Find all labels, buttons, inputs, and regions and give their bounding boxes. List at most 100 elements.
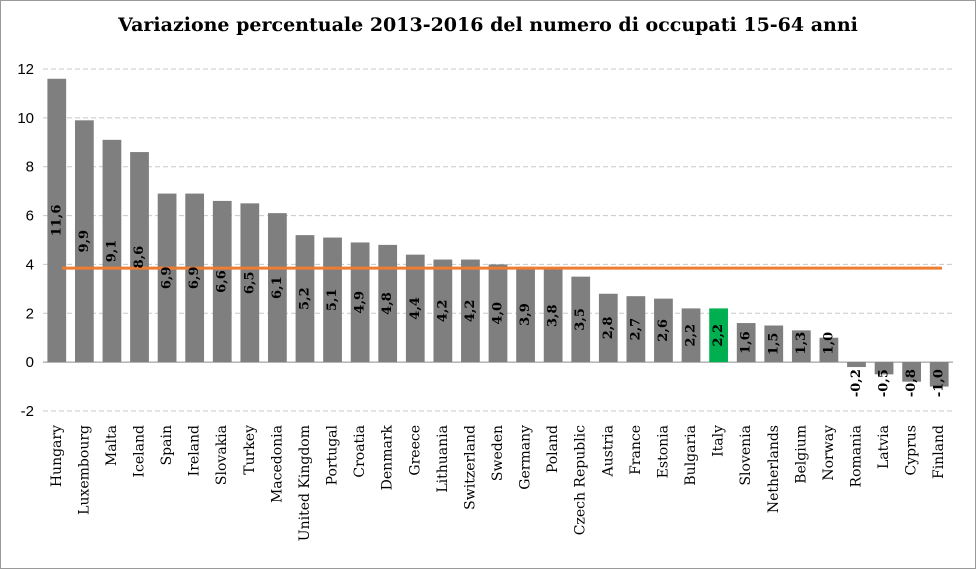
category-label: Sweden — [490, 425, 506, 481]
bar-slovenia — [736, 323, 756, 363]
value-label: 1,0 — [821, 332, 836, 355]
bars — [47, 78, 949, 387]
value-label: -0,2 — [849, 369, 864, 397]
bar-denmark — [378, 244, 398, 363]
value-label: -0,8 — [904, 369, 919, 397]
y-tick-label: 2 — [26, 305, 34, 322]
value-label: -0,5 — [877, 369, 892, 397]
category-label: Germany — [518, 425, 534, 490]
bar-belgium — [791, 330, 811, 363]
bar-france — [626, 296, 646, 363]
category-label: Slovenia — [738, 425, 754, 486]
bar-ireland — [185, 193, 205, 363]
value-label: 2,2 — [684, 324, 699, 347]
value-label: 2,7 — [628, 318, 643, 341]
bar-lithuania — [433, 259, 453, 363]
category-label: Hungary — [49, 425, 65, 487]
bar-italy — [709, 308, 728, 363]
bar-latvia — [874, 362, 894, 375]
category-label: Switzerland — [462, 425, 478, 510]
category-label: United Kingdom — [297, 425, 313, 541]
category-label: Cyprus — [904, 425, 920, 475]
value-label: 6,5 — [242, 271, 257, 294]
value-label: 6,1 — [270, 276, 285, 299]
value-label: 4,2 — [435, 300, 450, 323]
y-tick-label: 4 — [26, 256, 34, 273]
category-label: Iceland — [132, 425, 148, 477]
value-label: 5,2 — [297, 287, 312, 310]
value-label: -1,0 — [932, 369, 947, 397]
y-tick-label: 6 — [26, 208, 34, 225]
bar-finland — [929, 362, 949, 387]
bar-croatia — [350, 242, 370, 363]
category-label: Finland — [931, 425, 947, 479]
value-label: 3,8 — [546, 304, 561, 327]
category-label: Latvia — [876, 425, 892, 469]
category-label: Ireland — [187, 425, 203, 476]
value-label: 9,9 — [77, 230, 92, 253]
value-label: 2,2 — [711, 324, 726, 347]
bar-slovakia — [212, 200, 232, 363]
category-label: Netherlands — [766, 425, 782, 513]
y-tick-label: 10 — [17, 110, 34, 127]
value-label: 6,9 — [160, 267, 175, 290]
value-label: 2,8 — [601, 317, 616, 340]
y-axis: 12 10 8 6 4 2 0 -2 — [17, 61, 34, 420]
value-label: 5,1 — [325, 289, 340, 312]
bar-czech-republic — [571, 276, 591, 363]
value-label: 9,1 — [104, 240, 119, 263]
category-label: Macedonia — [269, 425, 285, 503]
bar-germany — [516, 266, 535, 363]
category-label: Czech Republic — [573, 425, 589, 535]
category-label: Norway — [821, 425, 837, 481]
value-label: 1,6 — [739, 331, 754, 354]
bar-norway — [819, 337, 839, 363]
value-label: 1,3 — [794, 332, 809, 355]
bar-austria — [598, 293, 618, 363]
bar-romania — [847, 362, 866, 368]
value-label: 11,6 — [49, 205, 64, 237]
category-label: Lithuania — [435, 425, 451, 493]
value-label: 4,8 — [380, 292, 395, 315]
bar-sweden — [488, 264, 508, 363]
bar-spain — [157, 193, 177, 363]
category-label: Spain — [159, 425, 175, 465]
value-label: 4,2 — [463, 300, 478, 323]
bar-hungary — [47, 78, 67, 363]
bar-cyprus — [902, 362, 922, 382]
chart-title: Variazione percentuale 2013-2016 del num… — [118, 14, 858, 36]
value-label: 4,4 — [408, 297, 423, 320]
category-label: Greece — [407, 425, 423, 476]
category-labels: Hungary Luxembourg Malta Iceland Spain Irelan… — [49, 424, 947, 541]
category-label: France — [628, 425, 644, 475]
value-label: 1,5 — [766, 333, 781, 356]
bar-turkey — [240, 203, 260, 363]
bar-greece — [405, 254, 425, 363]
value-label: 2,6 — [656, 319, 671, 342]
bar-netherlands — [764, 325, 784, 363]
category-label: Austria — [600, 425, 616, 477]
bar-iceland — [130, 152, 149, 363]
bar-poland — [543, 269, 563, 363]
category-label: Belgium — [793, 425, 809, 484]
category-label: Italy — [711, 425, 727, 457]
category-label: Luxembourg — [76, 425, 92, 515]
category-label: Turkey — [242, 425, 258, 475]
y-tick-label: 12 — [17, 61, 34, 78]
bar-luxembourg — [74, 120, 94, 363]
bar-switzerland — [461, 259, 480, 363]
bar-bulgaria — [681, 308, 701, 363]
category-label: Bulgaria — [683, 425, 699, 486]
value-label: 3,5 — [573, 308, 588, 331]
category-label: Poland — [545, 425, 561, 473]
bar-macedonia — [268, 213, 287, 363]
value-label: 6,9 — [187, 267, 202, 290]
category-label: Slovakia — [214, 425, 230, 485]
value-label: 4,0 — [491, 302, 506, 325]
y-tick-label: 8 — [26, 159, 34, 176]
bar-malta — [102, 139, 122, 363]
value-label: 8,6 — [132, 246, 147, 269]
y-tick-label: 0 — [26, 354, 34, 371]
category-label: Romania — [848, 425, 864, 487]
